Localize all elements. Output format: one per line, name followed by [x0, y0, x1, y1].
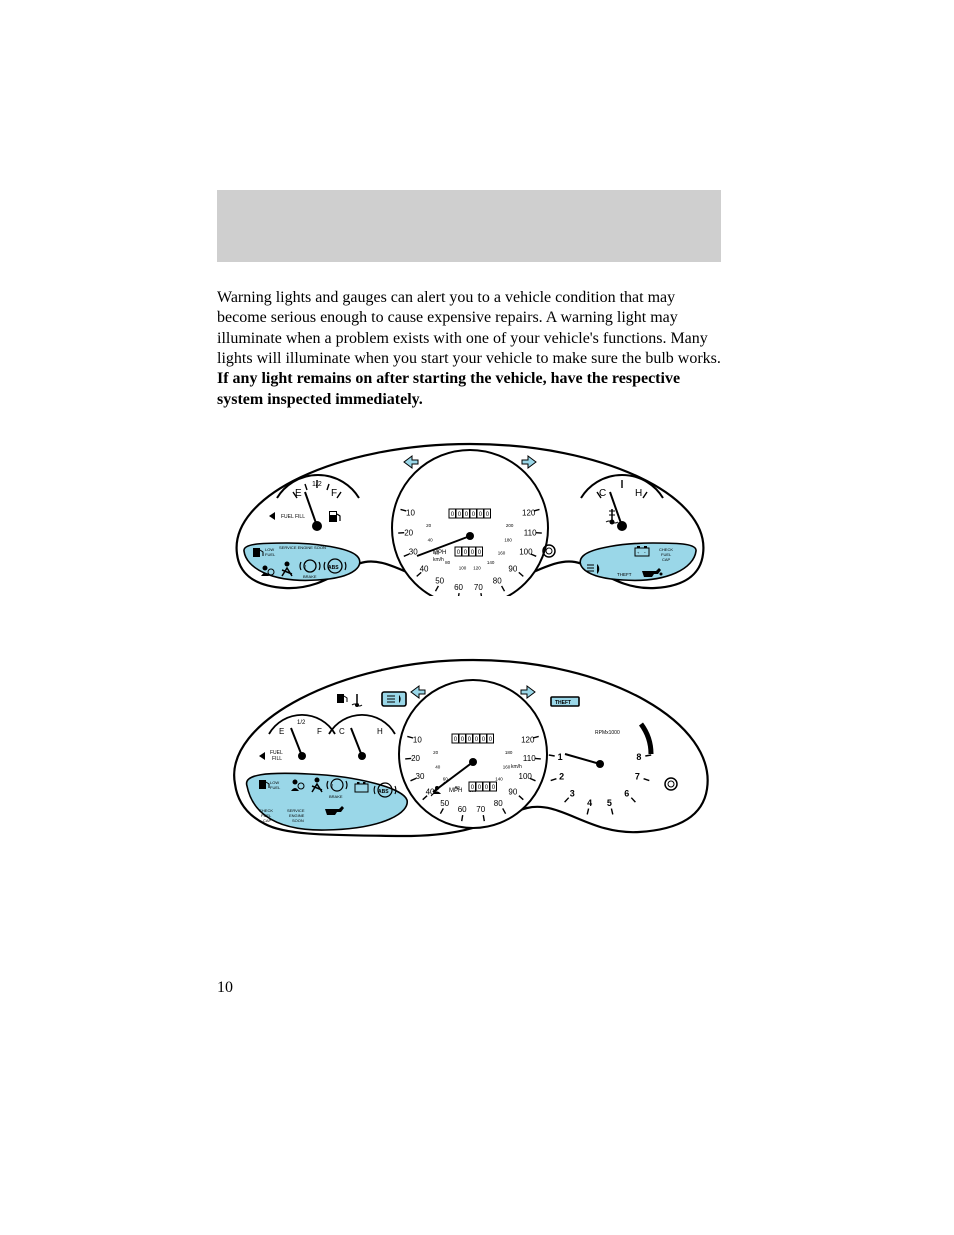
theft-label: THEFT: [555, 700, 571, 706]
svg-text:5: 5: [607, 798, 612, 808]
mph-label: MPH: [433, 550, 446, 556]
brake-label: BRAKE: [329, 794, 343, 799]
speedometer: 1020304050607080901001101202040608010012…: [399, 680, 547, 828]
kmh-label: km/h: [511, 764, 522, 770]
check-fuel-cap-label3: CAP: [662, 557, 671, 562]
bold-warning-text: If any light remains on after starting t…: [217, 370, 680, 407]
svg-text:120: 120: [473, 565, 481, 570]
svg-text:10: 10: [406, 509, 415, 518]
low-fuel-label2: FUEL: [265, 552, 276, 557]
svg-text:50: 50: [440, 799, 449, 808]
svg-text:100: 100: [519, 772, 533, 781]
svg-text:4: 4: [587, 798, 592, 808]
svg-text:120: 120: [522, 509, 536, 518]
intro-text: Warning lights and gauges can alert you …: [217, 289, 721, 367]
svg-text:140: 140: [487, 560, 495, 565]
svg-text:90: 90: [508, 788, 517, 797]
svg-text:20: 20: [411, 754, 420, 763]
svg-text:20: 20: [404, 528, 413, 537]
fuel-empty-label: E: [279, 727, 284, 736]
svg-text:SOON: SOON: [292, 818, 304, 823]
svg-text:80: 80: [494, 799, 503, 808]
svg-text:160: 160: [503, 764, 511, 769]
svg-text:CAP: CAP: [263, 818, 272, 823]
svg-text:80: 80: [445, 560, 451, 565]
mph-label: MPH: [449, 788, 462, 794]
svg-text:70: 70: [474, 583, 483, 592]
temp-cold-label: C: [339, 727, 345, 736]
svg-text:110: 110: [524, 528, 537, 537]
svg-text:20: 20: [433, 750, 439, 755]
svg-text:7: 7: [635, 772, 640, 782]
theft-label: THEFT: [617, 572, 632, 577]
svg-text:3: 3: [570, 788, 575, 798]
svg-text:160: 160: [498, 550, 506, 555]
fuel-half-label: 1/2: [297, 720, 306, 726]
fuel-fill-label2: FILL: [272, 756, 282, 762]
fuel-full-label: F: [331, 488, 337, 499]
fuel-full-label: F: [317, 727, 322, 736]
svg-text:ABS: ABS: [328, 565, 339, 571]
svg-text:8: 8: [636, 752, 641, 762]
temp-hot-label: H: [377, 727, 383, 736]
svg-text:6: 6: [624, 788, 629, 798]
svg-text:ABS: ABS: [378, 789, 389, 795]
svg-text:110: 110: [523, 754, 536, 763]
kmh-label: km/h: [433, 557, 444, 563]
page: Warning lights and gauges can alert you …: [0, 0, 954, 1235]
cluster-figure-2: LOW FUEL ! BRAKE: [217, 654, 723, 844]
svg-text:50: 50: [435, 577, 444, 586]
svg-text:60: 60: [458, 805, 467, 814]
svg-text:30: 30: [416, 772, 425, 781]
svg-text:60: 60: [454, 583, 463, 592]
rpm-label: RPMx1000: [595, 730, 620, 736]
svg-text:40: 40: [420, 564, 429, 573]
svg-text:100: 100: [459, 565, 467, 570]
svg-text:40: 40: [435, 764, 441, 769]
brake-label: BRAKE: [303, 574, 317, 579]
svg-text:180: 180: [504, 537, 512, 542]
chapter-header-bar: [217, 190, 721, 262]
fuel-fill-label: FUEL FILL: [281, 514, 305, 520]
page-number: 10: [217, 979, 233, 997]
svg-text:40: 40: [428, 537, 434, 542]
svg-text:180: 180: [505, 750, 513, 755]
svg-text:80: 80: [493, 577, 502, 586]
svg-text:!: !: [332, 784, 333, 790]
svg-text:2: 2: [559, 772, 564, 782]
odometer-trip: 0000: [455, 547, 483, 556]
svg-text:20: 20: [426, 523, 432, 528]
svg-text:100: 100: [519, 548, 533, 557]
odometer-main: 000000: [449, 509, 491, 518]
svg-text:70: 70: [476, 805, 485, 814]
odometer-trip: 0000: [469, 782, 497, 791]
svg-text:!: !: [305, 565, 306, 571]
odometer-main: 000000: [452, 734, 494, 743]
svg-text:1: 1: [558, 752, 563, 762]
temp-hot-label: H: [635, 488, 642, 499]
service-engine-label: SERVICE ENGINE SOON: [279, 545, 326, 550]
svg-text:90: 90: [508, 564, 517, 573]
body-paragraph: Warning lights and gauges can alert you …: [217, 288, 723, 410]
cluster-figure-1: LOW FUEL SERVICE ENGINE SOON: [217, 436, 723, 596]
svg-text:120: 120: [521, 736, 535, 745]
svg-text:200: 200: [506, 523, 514, 528]
svg-text:140: 140: [495, 777, 503, 782]
svg-text:FUEL: FUEL: [270, 785, 281, 790]
svg-text:10: 10: [413, 736, 422, 745]
